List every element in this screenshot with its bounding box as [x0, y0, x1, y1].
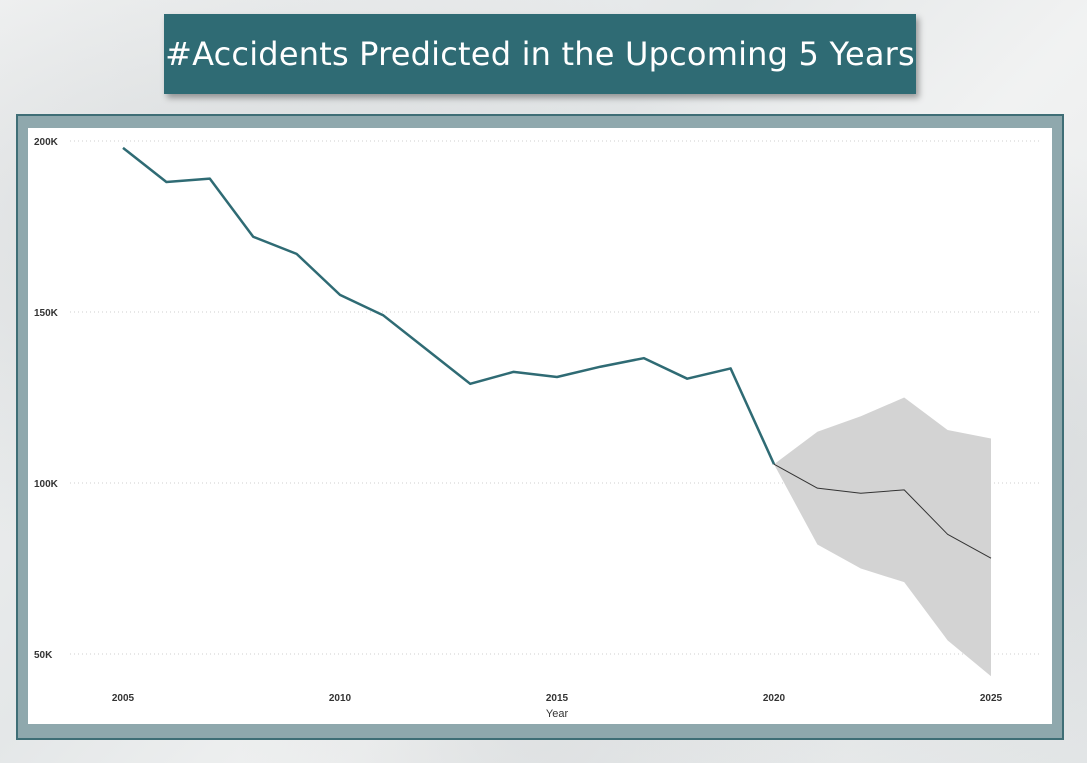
x-tick-label: 2010	[329, 693, 352, 704]
y-tick-label: 50K	[34, 650, 53, 661]
x-axis-title: Year	[546, 708, 569, 720]
x-tick-label: 2005	[112, 693, 135, 704]
forecast-confidence-band	[774, 397, 991, 677]
actual-series-line	[122, 146, 776, 465]
title-banner: #Accidents Predicted in the Upcoming 5 Y…	[164, 14, 916, 94]
forecast-band-layer	[774, 397, 991, 677]
chart-title: #Accidents Predicted in the Upcoming 5 Y…	[165, 35, 915, 73]
x-tick-label: 2015	[546, 693, 569, 704]
x-tick-label: 2020	[763, 693, 786, 704]
forecast-series-line	[773, 463, 992, 559]
series-layer	[122, 146, 992, 559]
x-tick-label: 2025	[980, 693, 1003, 704]
y-tick-label: 150K	[34, 308, 59, 319]
y-tick-label: 100K	[34, 479, 59, 490]
y-tick-label: 200K	[34, 137, 59, 148]
tick-labels: 200K 150K 100K 50K 2005 2010 2015 2020 2025	[34, 137, 1003, 704]
